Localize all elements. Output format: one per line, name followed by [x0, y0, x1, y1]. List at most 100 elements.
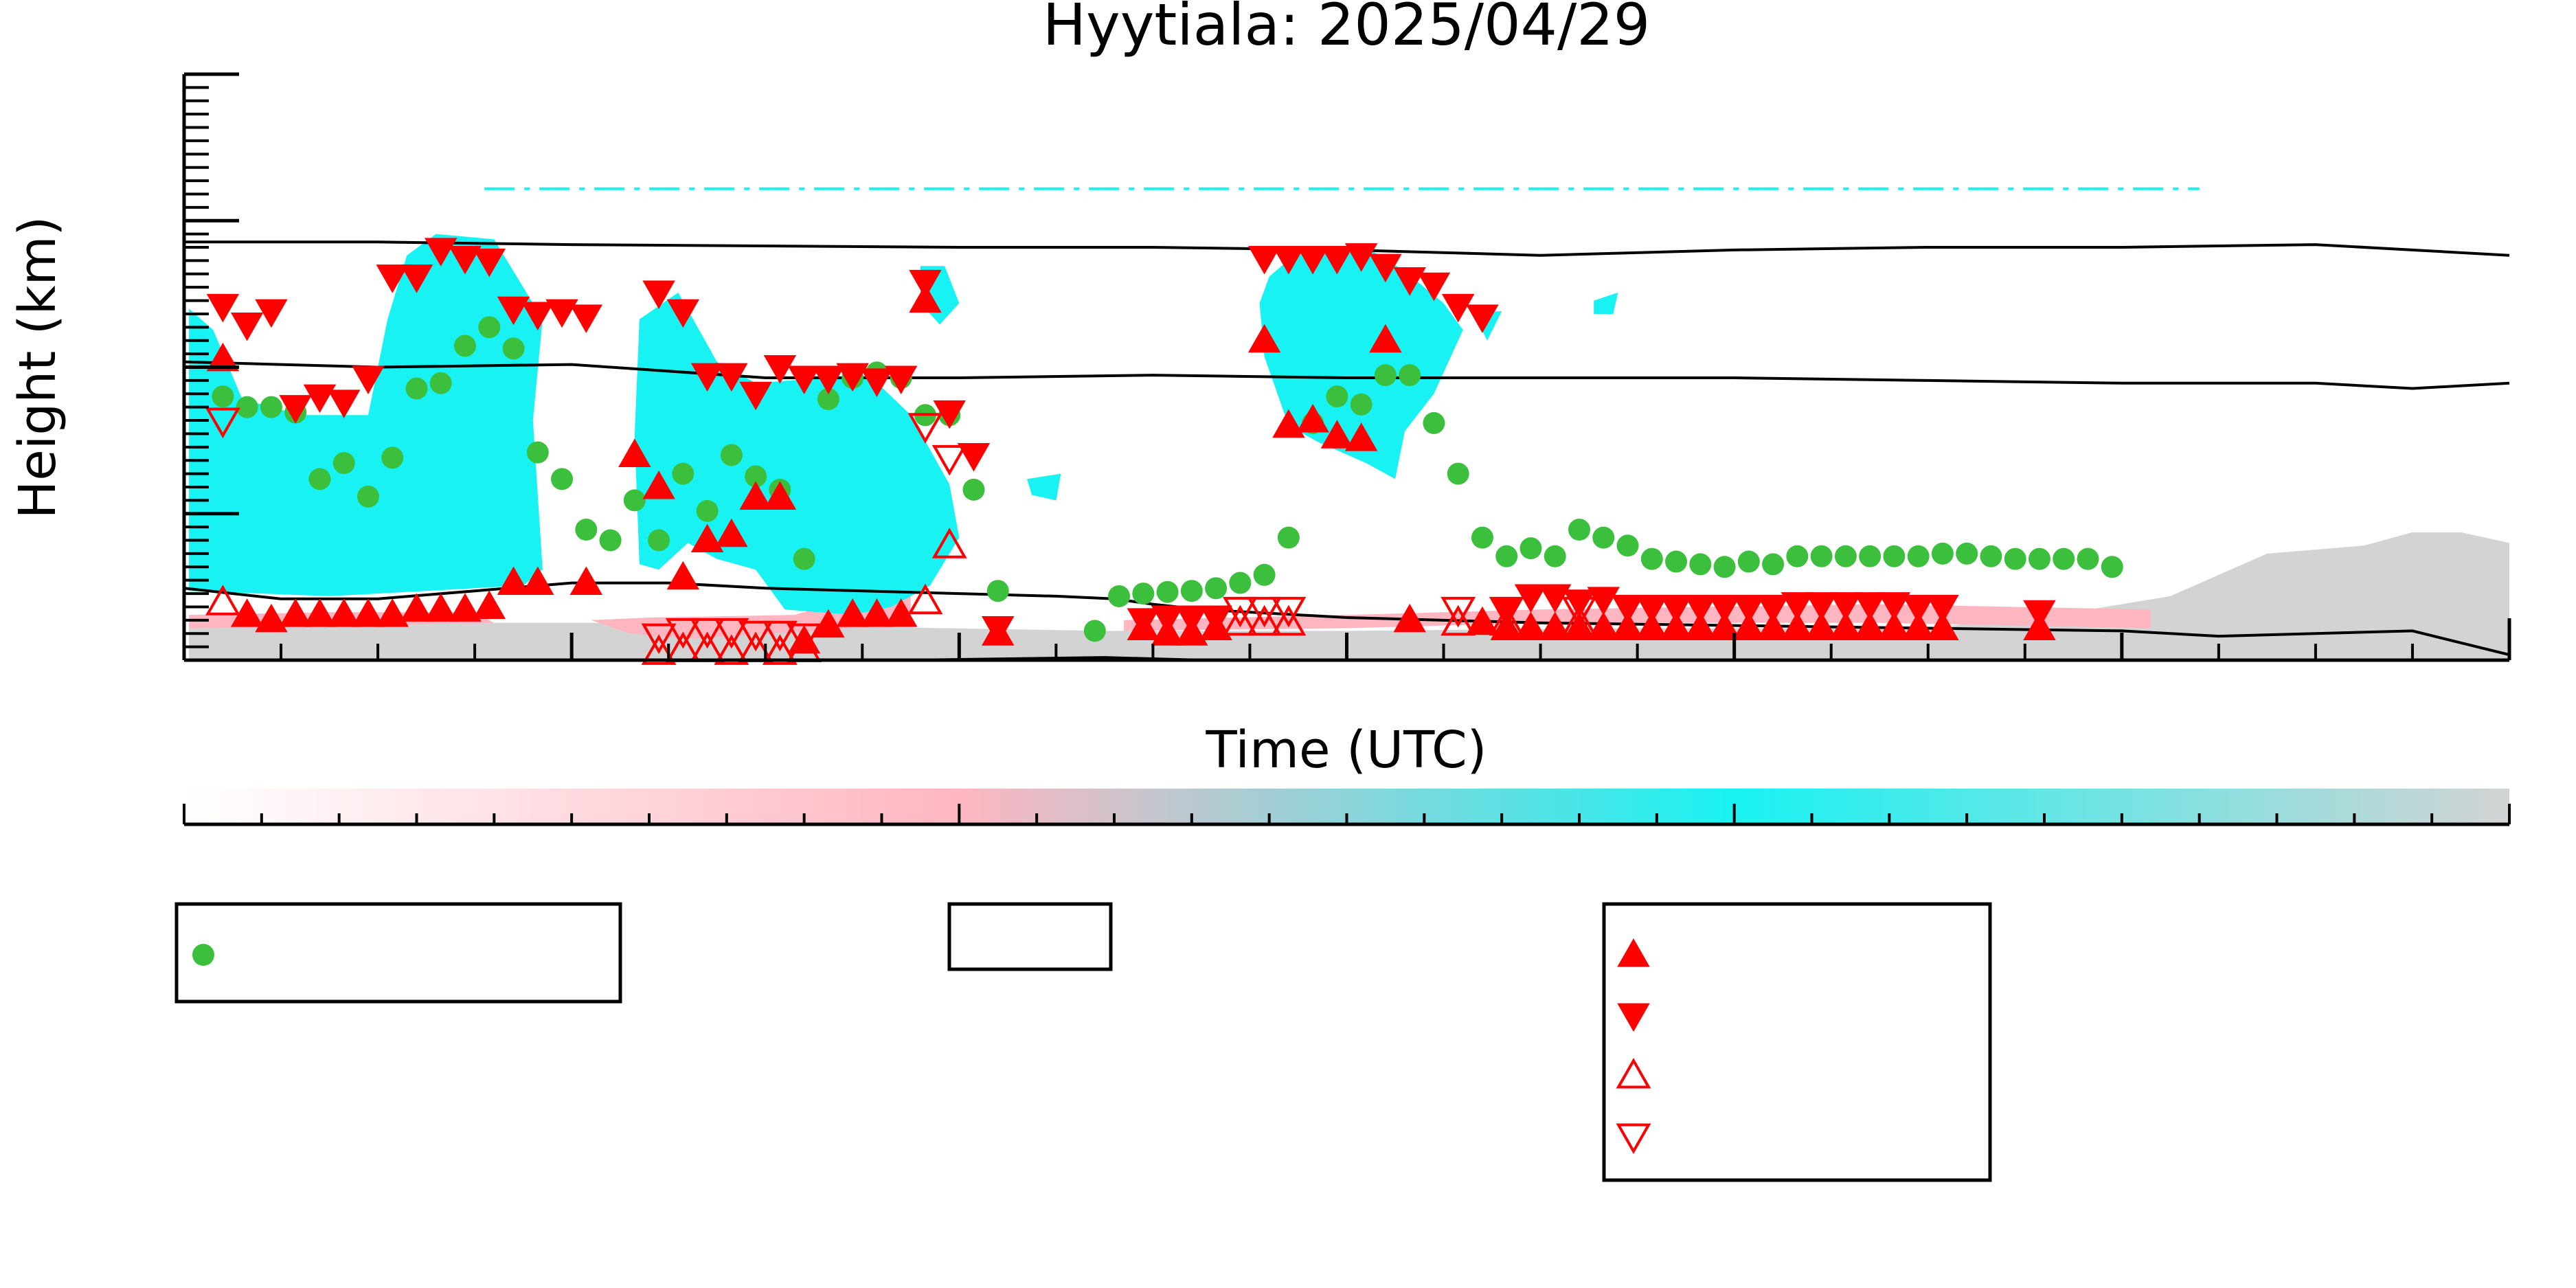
point-circle-filled: [1374, 364, 1397, 387]
legend-marker: [1616, 1123, 1651, 1155]
point-circle-filled: [817, 388, 839, 411]
point-triangle-up-filled: [1466, 606, 1499, 635]
point-triangle-down-filled: [376, 264, 409, 293]
point-circle-filled: [1786, 545, 1809, 567]
point-triangle-down-filled: [1199, 605, 1232, 634]
point-triangle-down-filled: [279, 395, 312, 424]
point-triangle-up-filled: [1684, 611, 1717, 640]
point-triangle-down-open: [205, 407, 240, 439]
point-circle-filled: [2053, 547, 2075, 570]
point-circle-filled: [575, 519, 598, 541]
point-circle-filled: [1689, 553, 1712, 576]
point-triangle-down-filled: [666, 299, 700, 328]
point-circle-filled: [405, 377, 428, 400]
point-triangle-up-filled: [1829, 611, 1862, 640]
point-triangle-down-filled: [1877, 592, 1911, 621]
point-triangle-down-filled: [497, 296, 530, 326]
point-circle-filled: [1810, 545, 1833, 567]
legend-marker: [1616, 1057, 1651, 1089]
point-triangle-up-filled: [715, 518, 748, 547]
point-triangle-down-filled: [1466, 304, 1499, 333]
point-triangle-down-filled: [545, 299, 578, 328]
point-triangle-up-open: [641, 634, 677, 665]
point-triangle-up-open: [1247, 605, 1283, 636]
point-triangle-up-open: [907, 583, 943, 615]
point-triangle-down-filled: [569, 304, 603, 333]
point-triangle-down-filled: [1344, 243, 1378, 272]
point-triangle-up-open: [762, 634, 798, 665]
point-triangle-down-filled: [1175, 605, 1208, 634]
point-circle-filled: [1859, 545, 1882, 567]
point-circle-filled: [1713, 556, 1736, 578]
point-triangle-up-filled: [618, 438, 651, 467]
point-triangle-down-filled: [982, 615, 1015, 645]
point-circle-filled: [1762, 553, 1785, 576]
point-circle-filled: [357, 485, 379, 508]
y-ticks: [184, 72, 239, 662]
point-triangle-up-filled: [1636, 611, 1669, 640]
point-triangle-down-filled: [1587, 587, 1620, 615]
point-triangle-down-filled: [860, 368, 894, 397]
point-triangle-down-filled: [1296, 246, 1329, 275]
point-triangle-up-filled: [763, 481, 797, 510]
point-circle-filled: [478, 316, 501, 339]
point-triangle-up-filled: [1272, 409, 1305, 438]
point-circle-filled: [672, 462, 694, 485]
point-triangle-down-filled: [449, 246, 482, 275]
point-circle-filled: [1253, 563, 1276, 586]
y-axis-label: Height (km): [8, 216, 67, 519]
point-triangle-down-filled: [1781, 592, 1814, 621]
point-circle-filled: [1980, 545, 2002, 567]
point-triangle-down-open: [931, 444, 967, 476]
x-ticks: [182, 633, 2511, 660]
point-circle-filled: [429, 372, 452, 394]
point-triangle-down-filled: [642, 280, 675, 309]
point-triangle-up-filled: [1369, 324, 1402, 353]
point-triangle-up-filled: [1732, 611, 1765, 640]
contour-line-250: [183, 360, 2510, 390]
point-triangle-up-open: [205, 585, 240, 615]
point-triangle-down-open: [1271, 596, 1307, 628]
point-circle-filled: [696, 499, 719, 522]
point-triangle-down-filled: [1829, 592, 1862, 621]
point-triangle-down-filled: [1393, 267, 1426, 296]
point-triangle-up-filled: [1756, 611, 1789, 640]
point-triangle-down-filled: [739, 381, 772, 411]
point-circle-filled: [260, 396, 282, 418]
point-triangle-down-filled: [1151, 605, 1184, 634]
point-circle-filled: [1083, 620, 1106, 642]
point-triangle-down-open: [1489, 596, 1524, 628]
point-triangle-down-filled: [836, 363, 869, 392]
x-axis-label: Time (UTC): [1205, 721, 1487, 780]
point-circle-filled: [1834, 545, 1857, 567]
point-triangle-up-filled: [642, 470, 675, 499]
point-circle-filled: [962, 478, 985, 501]
point-circle-filled: [236, 396, 258, 418]
point-triangle-up-filled: [1393, 603, 1426, 633]
point-triangle-down-filled: [715, 363, 748, 392]
point-triangle-up-filled: [400, 593, 433, 622]
point-triangle-up-filled: [449, 593, 482, 622]
point-triangle-down-open: [907, 413, 943, 444]
point-circle-filled: [1350, 393, 1372, 416]
point-circle-filled: [793, 547, 815, 570]
point-triangle-down-filled: [425, 238, 457, 267]
point-triangle-down-filled: [1127, 608, 1160, 637]
point-triangle-up-open: [1222, 605, 1258, 636]
point-triangle-up-open: [1489, 605, 1524, 636]
point-triangle-up-filled: [690, 523, 724, 553]
legend-actris-box: [1602, 902, 1992, 1182]
contour-label-bg: [1074, 357, 1154, 395]
point-triangle-down-filled: [255, 299, 288, 328]
point-triangle-up-filled: [1611, 611, 1645, 640]
point-circle-filled: [2004, 547, 2026, 570]
point-triangle-up-filled: [521, 566, 554, 596]
point-triangle-up-filled: [1514, 611, 1548, 640]
point-triangle-up-filled: [836, 598, 869, 627]
point-triangle-down-filled: [884, 365, 918, 395]
point-circle-filled: [308, 468, 331, 490]
point-triangle-down-filled: [1441, 293, 1475, 323]
point-triangle-up-filled: [1296, 404, 1329, 433]
point-triangle-down-filled: [1660, 594, 1693, 624]
point-triangle-up-filled: [909, 284, 942, 313]
